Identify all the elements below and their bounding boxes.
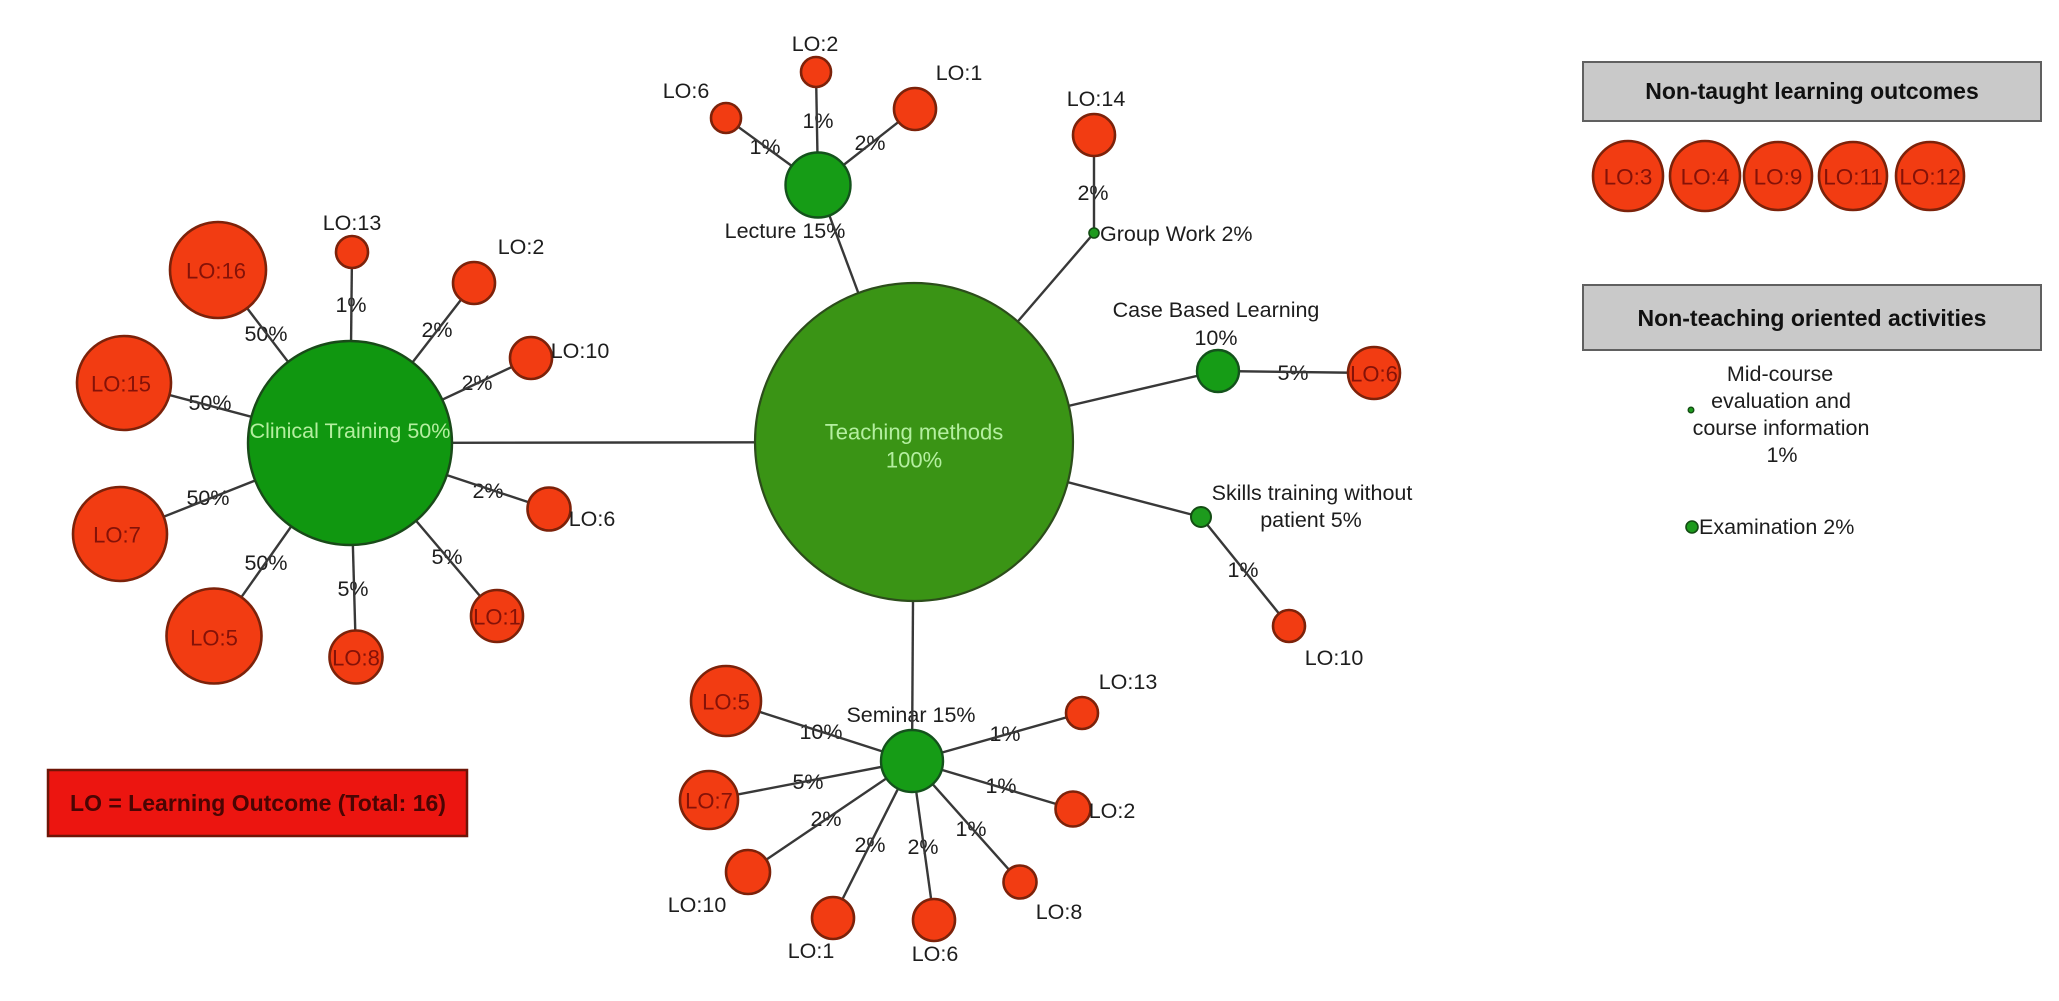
svg-text:evaluation and: evaluation and	[1711, 389, 1851, 413]
svg-text:LO:13: LO:13	[323, 211, 382, 235]
svg-text:LO:12: LO:12	[1899, 165, 1960, 190]
svg-text:Lecture 15%: Lecture 15%	[725, 219, 846, 243]
svg-text:LO:9: LO:9	[1754, 165, 1803, 190]
svg-text:1%: 1%	[955, 817, 986, 841]
svg-text:10%: 10%	[1194, 326, 1237, 350]
svg-text:LO:5: LO:5	[190, 626, 238, 651]
svg-text:LO:1: LO:1	[788, 939, 835, 963]
svg-text:LO:14: LO:14	[1067, 87, 1126, 111]
svg-text:LO:8: LO:8	[332, 646, 380, 671]
svg-text:LO:6: LO:6	[1350, 362, 1398, 387]
svg-text:LO:1: LO:1	[936, 61, 983, 85]
svg-text:LO:7: LO:7	[685, 789, 733, 814]
svg-text:2%: 2%	[472, 479, 503, 503]
svg-text:LO:10: LO:10	[668, 893, 727, 917]
svg-text:Non-taught learning outcomes: Non-taught learning outcomes	[1645, 78, 1979, 104]
svg-text:Non-teaching oriented activiti: Non-teaching oriented activities	[1638, 305, 1987, 331]
svg-text:LO:6: LO:6	[569, 507, 616, 531]
svg-text:LO:8: LO:8	[1036, 900, 1083, 924]
svg-text:course information: course information	[1693, 416, 1870, 440]
svg-text:LO:2: LO:2	[498, 235, 545, 259]
svg-text:LO:13: LO:13	[1099, 670, 1158, 694]
svg-text:Group Work 2%: Group Work 2%	[1100, 222, 1253, 246]
svg-text:1%: 1%	[985, 774, 1016, 798]
svg-text:Clinical Training 50%: Clinical Training 50%	[250, 419, 451, 443]
svg-text:LO:10: LO:10	[551, 339, 610, 363]
svg-text:Examination 2%: Examination 2%	[1699, 515, 1854, 539]
svg-text:Case Based Learning: Case Based Learning	[1113, 298, 1320, 322]
svg-text:LO:4: LO:4	[1681, 165, 1730, 190]
svg-text:Skills training without: Skills training without	[1212, 481, 1413, 505]
svg-text:LO:16: LO:16	[186, 259, 246, 284]
svg-text:Mid-course: Mid-course	[1727, 362, 1833, 386]
svg-text:LO:6: LO:6	[663, 79, 710, 103]
svg-text:LO:10: LO:10	[1305, 646, 1364, 670]
svg-text:LO = Learning Outcome (Total:: LO = Learning Outcome (Total: 16)	[70, 790, 446, 816]
svg-text:patient 5%: patient 5%	[1260, 508, 1362, 532]
svg-text:LO:2: LO:2	[792, 32, 839, 56]
svg-text:LO:15: LO:15	[91, 372, 151, 397]
svg-text:LO:6: LO:6	[912, 942, 959, 966]
svg-text:LO:1: LO:1	[473, 605, 521, 630]
svg-text:100%: 100%	[886, 448, 942, 473]
svg-text:Seminar 15%: Seminar 15%	[846, 703, 975, 727]
svg-text:LO:3: LO:3	[1604, 165, 1653, 190]
svg-text:LO:5: LO:5	[702, 690, 750, 715]
svg-text:Teaching methods: Teaching methods	[825, 420, 1004, 445]
svg-text:LO:11: LO:11	[1823, 165, 1883, 190]
svg-text:1%: 1%	[1766, 443, 1797, 467]
svg-text:LO:2: LO:2	[1089, 799, 1136, 823]
svg-text:LO:7: LO:7	[93, 523, 141, 548]
